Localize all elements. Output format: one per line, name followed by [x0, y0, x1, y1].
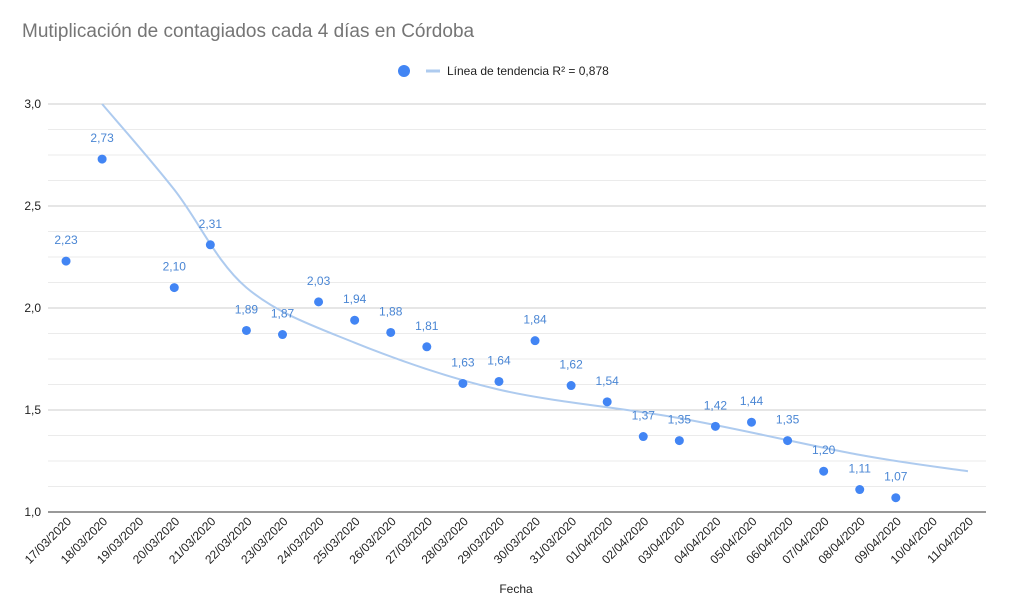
data-point [855, 485, 865, 495]
data-label: 1,62 [559, 358, 583, 372]
data-point [494, 376, 504, 386]
y-tick-label: 1,0 [24, 505, 41, 519]
data-point [97, 154, 107, 164]
data-point [422, 342, 432, 352]
points-layer [61, 154, 901, 503]
data-label: 2,23 [54, 233, 78, 247]
data-point [638, 432, 648, 442]
data-label: 1,37 [632, 409, 656, 423]
trendline-layer [101, 103, 969, 473]
x-axis-title: Fecha [499, 582, 533, 596]
data-point [566, 381, 576, 391]
data-label: 1,64 [487, 353, 511, 367]
data-point [241, 325, 251, 335]
data-point [314, 297, 324, 307]
x-axis-ticks: 17/03/202018/03/202019/03/202020/03/2020… [22, 514, 977, 567]
data-label: 2,03 [307, 274, 331, 288]
data-point [891, 493, 901, 503]
data-label: 1,20 [812, 443, 836, 457]
data-point [747, 417, 756, 427]
trendline-curve [101, 103, 969, 473]
data-point [205, 240, 215, 250]
data-label: 1,42 [704, 398, 728, 412]
data-point [61, 256, 71, 266]
data-point [710, 421, 720, 431]
data-label: 1,89 [235, 302, 259, 316]
legend-marker-points [398, 65, 410, 77]
y-axis-ticks: 1,0 1,5 2,0 2,5 3,0 [24, 97, 41, 519]
data-label: 1,88 [379, 304, 403, 318]
data-label: 1,35 [668, 413, 692, 427]
data-label: 2,73 [90, 131, 114, 145]
data-label: 1,07 [884, 470, 908, 484]
y-tick-label: 2,5 [24, 199, 41, 213]
y-tick-label: 1,5 [24, 403, 41, 417]
data-label: 1,63 [451, 355, 475, 369]
data-point [169, 283, 179, 293]
data-point [783, 436, 793, 446]
data-labels-layer: 2,23 2,73 2,10 2,31 1,89 1,87 2,03 1,94 1,88 1,81… [54, 131, 907, 484]
legend: Línea de tendencia R² = 0,878 [398, 64, 609, 78]
data-point [458, 378, 468, 388]
chart-title: Mutiplicación de contagiados cada 4 días… [22, 21, 475, 42]
data-point [819, 466, 829, 476]
legend-label-trendline: Línea de tendencia R² = 0,878 [447, 64, 609, 78]
data-label: 2,31 [199, 217, 223, 231]
data-point [674, 436, 684, 446]
data-label: 1,87 [271, 307, 295, 321]
data-point [278, 330, 287, 340]
data-label: 1,84 [523, 313, 547, 327]
data-label: 1,44 [740, 394, 764, 408]
data-label: 1,35 [776, 413, 800, 427]
data-point [350, 315, 360, 325]
data-point [386, 327, 396, 337]
data-point [530, 336, 540, 346]
data-label: 2,10 [163, 260, 187, 274]
gridlines [48, 103, 986, 513]
y-tick-label: 3,0 [24, 97, 41, 111]
data-point [602, 397, 612, 407]
data-label: 1,81 [415, 319, 439, 333]
y-tick-label: 2,0 [24, 301, 41, 315]
data-label: 1,54 [596, 374, 620, 388]
data-label: 1,94 [343, 292, 367, 306]
data-label: 1,11 [848, 462, 871, 476]
